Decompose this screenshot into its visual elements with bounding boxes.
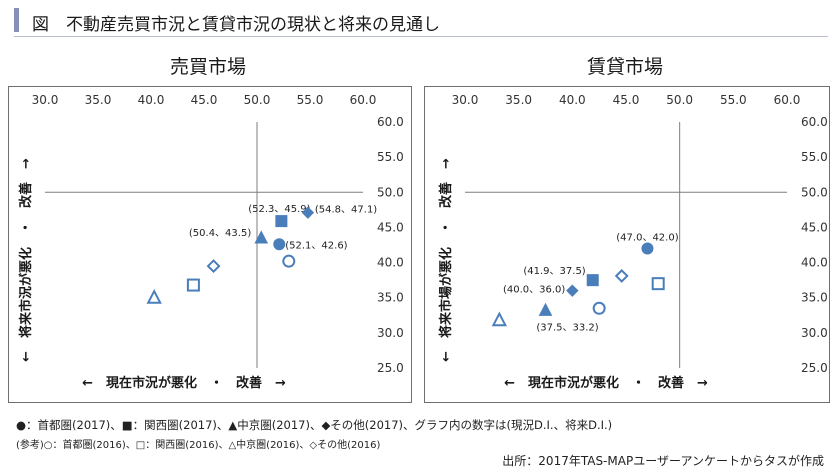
- point-square-outline: [186, 278, 200, 292]
- y-tick-label: 30.0: [377, 326, 404, 340]
- data-label: (47.0、42.0): [616, 233, 678, 244]
- x-tick-label: 50.0: [666, 93, 693, 107]
- data-label: (41.9、37.5): [523, 266, 585, 277]
- point-circle-outline: [592, 301, 606, 315]
- data-label: (40.0、36.0): [503, 285, 565, 296]
- chart-title-sales: 売買市場: [170, 56, 247, 78]
- chart-frame: [424, 86, 830, 403]
- y-tick-label: 35.0: [801, 291, 828, 305]
- legend-current: ●：首都圏(2017)、■：関西圏(2017)、▲中京圏(2017)、◆その他(…: [16, 418, 613, 432]
- y-tick-label: 50.0: [801, 185, 828, 199]
- data-label: (37.5、33.2): [536, 322, 598, 333]
- x-tick-label: 55.0: [297, 93, 324, 107]
- point-diamond-outline: [206, 259, 221, 273]
- y-tick-label: 55.0: [801, 150, 828, 164]
- point-circle-filled: [273, 238, 286, 251]
- point-diamond-filled: [301, 206, 315, 219]
- y-tick-label: 40.0: [801, 256, 828, 270]
- x-tick-label: 45.0: [613, 93, 640, 107]
- point-diamond-outline: [614, 269, 629, 283]
- point-triangle-outline: [146, 289, 162, 304]
- point-triangle-filled: [538, 302, 553, 316]
- point-square-filled: [586, 274, 599, 287]
- y-tick-label: 45.0: [801, 220, 828, 234]
- point-triangle-outline: [491, 311, 507, 327]
- data-label: (52.3、45.9): [248, 204, 310, 215]
- point-square-filled: [275, 215, 288, 228]
- y-axis-title: ← 将来市場が悪化 ・ 改善 →: [438, 158, 454, 362]
- chart-title-rental: 賃貸市場: [587, 56, 664, 78]
- x-tick-label: 30.0: [452, 93, 479, 107]
- x-tick-label: 45.0: [191, 93, 218, 107]
- y-tick-label: 25.0: [801, 361, 828, 375]
- data-label: (52.1、42.6): [285, 240, 347, 251]
- y-tick-label: 30.0: [801, 326, 828, 340]
- title-bar: 図 不動産売買市況と賃貸市況の現状と将来の見通し: [14, 5, 828, 37]
- x-tick-label: 35.0: [85, 93, 112, 107]
- y-axis-title: ← 将来市況が悪化 ・ 改善 →: [18, 158, 34, 362]
- x-tick-label: 50.0: [244, 93, 271, 107]
- y-tick-label: 35.0: [377, 291, 404, 305]
- data-label: (50.4、43.5): [189, 228, 251, 239]
- source-note: 出所：2017年TAS-MAPユーザーアンケートからタスが作成: [502, 454, 824, 468]
- y-tick-label: 40.0: [377, 256, 404, 270]
- point-diamond-filled: [566, 284, 579, 297]
- sales-market-chart: 30.0 35.0 40.0 45.0 50.0 55.0 60.060.0 55.0 50.0…: [8, 86, 412, 403]
- x-tick-label: 30.0: [32, 93, 59, 107]
- y-tick-label: 50.0: [377, 185, 404, 199]
- x-axis-title: ← 現在市況が悪化 ・ 改善 →: [82, 375, 286, 391]
- chart-frame: [8, 86, 412, 403]
- point-circle-outline: [282, 254, 296, 268]
- x-tick-label: 40.0: [138, 93, 165, 107]
- x-tick-label: 40.0: [559, 93, 586, 107]
- data-label: (54.8、47.1): [315, 205, 377, 216]
- y-tick-label: 60.0: [377, 115, 404, 129]
- legend-reference: (参考)○：首都圏(2016)、□：関西圏(2016)、△中京圏(2016)、◇…: [16, 440, 381, 451]
- x-tick-label: 60.0: [774, 93, 801, 107]
- point-triangle-filled: [254, 230, 269, 244]
- x-tick-label: 55.0: [720, 93, 747, 107]
- rental-market-chart: 30.0 35.0 40.0 45.0 50.0 55.0 60.060.0 55.0 50.0…: [424, 86, 830, 403]
- point-square-outline: [651, 277, 665, 291]
- y-tick-label: 25.0: [377, 361, 404, 375]
- x-tick-label: 60.0: [350, 93, 377, 107]
- x-tick-label: 35.0: [505, 93, 532, 107]
- y-tick-label: 45.0: [377, 220, 404, 234]
- y-tick-label: 60.0: [801, 115, 828, 129]
- title-accent-bar: [14, 8, 19, 32]
- y-tick-label: 55.0: [377, 150, 404, 164]
- x-axis-title: ← 現在市況が悪化 ・ 改善 →: [504, 375, 708, 391]
- title-underline: [14, 36, 828, 37]
- figure-title: 図 不動産売買市況と賃貸市況の現状と将来の見通し: [32, 15, 440, 35]
- point-circle-filled: [641, 242, 654, 255]
